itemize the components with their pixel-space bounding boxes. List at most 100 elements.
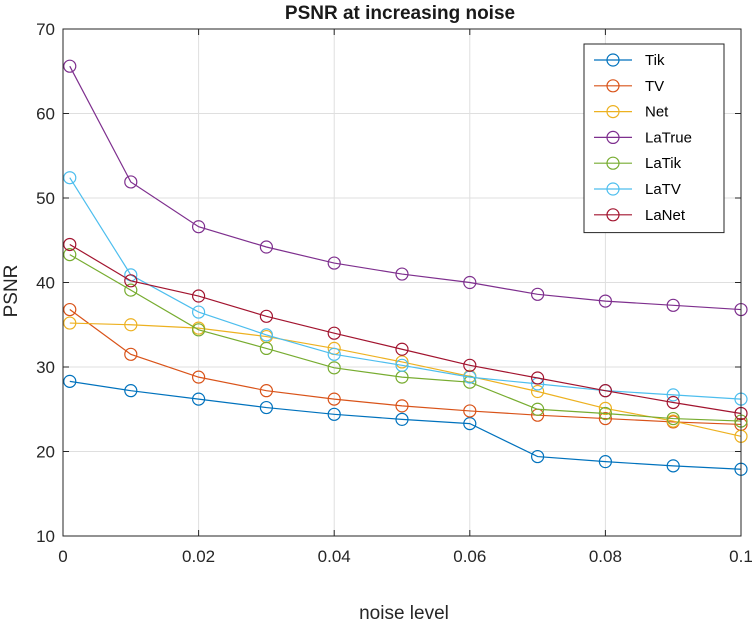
data-point-latik: [598, 406, 613, 421]
data-point-latrue: [63, 59, 77, 73]
data-point-tik: [192, 392, 206, 406]
legend-item-tik: Tik: [594, 52, 665, 69]
y-axis-label: PSNR: [1, 265, 22, 318]
data-point-lanet: [327, 326, 341, 340]
legend-item-latik: LaTik: [594, 155, 682, 172]
data-point-latik: [192, 323, 206, 337]
legend: Tik TV Net LaTrue LaTik LaTV LaNet: [583, 43, 725, 234]
data-point-tik: [259, 400, 273, 415]
data-point-latik: [124, 283, 138, 297]
series-line-tv: [69, 309, 742, 426]
data-point-lanet: [666, 395, 680, 410]
data-point-tik: [530, 449, 545, 464]
legend-item-latv: LaTV: [594, 181, 681, 198]
x-tick-label: 0.06: [453, 547, 486, 566]
data-point-latik: [530, 402, 545, 416]
series-line-latv: [69, 177, 742, 400]
data-point-net: [63, 316, 77, 330]
data-point-latik: [327, 361, 341, 375]
legend-label-lanet: LaNet: [645, 207, 686, 224]
data-point-tik: [63, 374, 77, 388]
data-point-latrue: [598, 294, 613, 308]
legend-marker-latrue: [606, 130, 620, 144]
legend-label-tik: Tik: [645, 52, 665, 69]
legend-item-lanet: LaNet: [594, 207, 686, 224]
y-tick-label: 10: [36, 527, 55, 546]
data-point-latv: [395, 358, 409, 372]
data-point-lanet: [598, 384, 613, 398]
series-layer: [63, 59, 748, 476]
data-point-latrue: [327, 256, 341, 270]
series-lanet: [63, 237, 748, 421]
x-tick-label: 0.1: [729, 547, 753, 566]
data-point-tv: [395, 399, 409, 413]
data-point-tik: [463, 417, 477, 431]
data-point-tik: [124, 384, 138, 398]
data-point-latv: [666, 388, 680, 402]
x-tick-label: 0: [58, 547, 67, 566]
legend-marker-net: [606, 104, 620, 119]
series-tik: [63, 374, 748, 476]
x-tick-label: 0.08: [589, 547, 622, 566]
data-point-tv: [124, 347, 138, 361]
legend-label-tv: TV: [645, 78, 664, 95]
data-point-tv: [463, 404, 477, 418]
data-point-net: [395, 355, 409, 369]
legend-marker-tik: [606, 53, 620, 67]
y-tick-label: 40: [36, 274, 55, 293]
x-tick-label: 0.02: [182, 547, 215, 566]
series-latik: [63, 248, 748, 428]
data-point-latik: [259, 341, 273, 356]
data-point-latrue: [463, 275, 477, 290]
series-tv: [63, 302, 748, 432]
legend-marker-lanet: [606, 208, 620, 222]
data-point-latrue: [530, 287, 545, 301]
data-point-lanet: [463, 358, 477, 372]
data-point-lanet: [63, 237, 77, 252]
legend-label-latrue: LaTrue: [645, 129, 692, 146]
legend-label-latik: LaTik: [645, 155, 682, 172]
data-point-tv: [598, 411, 613, 426]
data-point-tv: [327, 392, 341, 406]
series-line-tik: [69, 380, 742, 470]
legend-marker-latik: [606, 156, 620, 170]
y-tick-label: 20: [36, 443, 55, 462]
data-point-net: [124, 318, 138, 332]
x-tick-label: 0.04: [318, 547, 351, 566]
data-point-lanet: [530, 371, 545, 385]
y-tick-label: 60: [36, 105, 55, 124]
legend-marker-latv: [606, 182, 620, 196]
data-point-latrue: [666, 298, 680, 312]
data-point-tik: [598, 455, 613, 469]
y-tick-label: 30: [36, 358, 55, 377]
legend-marker-tv: [606, 79, 620, 93]
series-latrue: [63, 59, 748, 317]
data-point-latik: [63, 248, 77, 262]
data-point-latv: [192, 305, 206, 319]
y-tick-label: 50: [36, 189, 55, 208]
data-point-latik: [666, 411, 680, 426]
data-point-net: [530, 384, 545, 399]
series-line-net: [69, 322, 742, 437]
data-point-net: [598, 401, 613, 416]
data-point-latrue: [395, 267, 409, 281]
legend-item-tv: TV: [594, 78, 664, 95]
data-point-latik: [463, 375, 477, 389]
series-line-latik: [69, 254, 742, 422]
axis-ticks: 0 0.02 0.04 0.06 0.08 0.1 10 20 30 40 50 60 70: [36, 20, 753, 566]
legend-item-net: Net: [594, 104, 669, 121]
data-point-latv: [259, 328, 273, 342]
data-point-lanet: [395, 342, 409, 356]
data-point-latrue: [192, 220, 206, 234]
series-line-latrue: [69, 65, 742, 311]
data-point-lanet: [192, 289, 206, 303]
data-point-latrue: [124, 175, 138, 189]
series-line-lanet: [69, 243, 742, 415]
data-point-latrue: [259, 240, 273, 254]
data-point-tv: [63, 302, 77, 317]
x-axis-label: noise level: [359, 603, 449, 624]
data-point-latv: [327, 347, 341, 361]
y-tick-label: 70: [36, 20, 55, 39]
data-point-tik: [327, 407, 341, 421]
